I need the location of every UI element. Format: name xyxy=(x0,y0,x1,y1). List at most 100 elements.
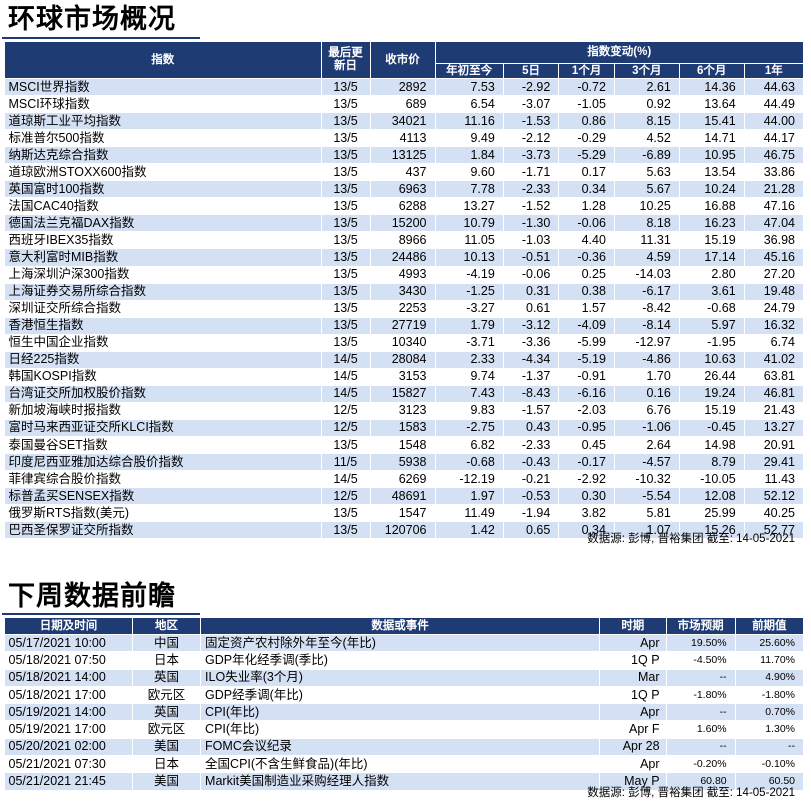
last-update-cell: 14/5 xyxy=(321,351,371,369)
header-ytd: 年初至今 xyxy=(434,63,504,79)
market-row: 意大利富时MIB指数 13/5 24486 10.13 -0.51 -0.36 4.59 17… xyxy=(4,248,805,267)
5d-change-cell: -8.43 xyxy=(503,385,560,403)
last-update-cell: 13/5 xyxy=(321,214,371,233)
last-update-cell: 13/5 xyxy=(321,231,371,250)
event-row: 05/17/2021 10:00 中国 固定资产农村除外年至今(年比) Apr 19.5… xyxy=(4,634,805,653)
event-row: 05/19/2021 17:00 欧元区 CPI(年比) Apr F 1.60% 1.30… xyxy=(4,720,805,739)
1y-change-cell: 46.75 xyxy=(744,146,805,165)
market-row: 恒生中国企业指数 13/5 10340 -3.71 -3.36 -5.99 -12.97 -1… xyxy=(4,334,805,352)
6m-change-cell: 8.79 xyxy=(679,453,745,472)
last-update-cell: 13/5 xyxy=(321,180,371,199)
index-name-cell: 德国法兰克福DAX指数 xyxy=(4,214,322,233)
close-value-cell: 48691 xyxy=(370,487,436,506)
6m-change-cell: 5.97 xyxy=(679,317,745,335)
region-cell: 美国 xyxy=(132,738,202,757)
index-name-cell: MSCI世界指数 xyxy=(4,78,322,97)
last-update-cell: 13/5 xyxy=(321,197,371,216)
previous-cell: -1.80% xyxy=(735,686,805,705)
1m-change-cell: -6.16 xyxy=(558,385,615,403)
header-datetime: 日期及时间 xyxy=(4,617,133,635)
5d-change-cell: -1.30 xyxy=(503,214,560,233)
header-1y: 1年 xyxy=(743,63,805,79)
market-row: 上海深圳沪深300指数 13/5 4993 -4.19 -0.06 0.25 -14.03 2… xyxy=(4,266,805,284)
1m-change-cell: 0.34 xyxy=(558,180,615,199)
5d-change-cell: -4.34 xyxy=(503,351,560,369)
global-markets-table: 指数 最后更新日 收市价 指数变动(%) 年初至今 5日 1个月 3个月 6个月… xyxy=(4,41,805,540)
last-update-cell: 13/5 xyxy=(321,504,371,523)
last-update-cell: 14/5 xyxy=(321,368,371,386)
index-name-cell: 道琼欧洲STOXX600指数 xyxy=(4,163,322,182)
1y-change-cell: 24.79 xyxy=(744,300,805,318)
1m-change-cell: -0.95 xyxy=(558,419,615,437)
6m-change-cell: 14.36 xyxy=(679,78,745,97)
3m-change-cell: 10.25 xyxy=(614,197,680,216)
index-name-cell: 韩国KOSPI指数 xyxy=(4,368,322,386)
ytd-change-cell: 7.78 xyxy=(435,180,504,199)
6m-change-cell: 12.08 xyxy=(679,487,745,506)
close-value-cell: 4993 xyxy=(370,266,436,284)
close-value-cell: 6963 xyxy=(370,180,436,199)
6m-change-cell: 3.61 xyxy=(679,283,745,301)
3m-change-cell: 2.61 xyxy=(614,78,680,97)
header-3m: 3个月 xyxy=(613,63,680,79)
header-change-group: 指数变动(%) xyxy=(434,41,804,64)
datetime-cell: 05/19/2021 14:00 xyxy=(4,703,133,722)
6m-change-cell: 14.71 xyxy=(679,129,745,148)
header-index: 指数 xyxy=(4,41,322,79)
header-event: 数据或事件 xyxy=(200,617,601,635)
index-name-cell: 恒生中国企业指数 xyxy=(4,334,322,352)
6m-change-cell: 16.23 xyxy=(679,214,745,233)
6m-change-cell: 19.24 xyxy=(679,385,745,403)
period-cell: 1Q P xyxy=(599,686,667,705)
forecast-cell: 19.50% xyxy=(666,634,736,653)
5d-change-cell: -0.06 xyxy=(503,266,560,284)
close-value-cell: 15827 xyxy=(370,385,436,403)
1m-change-cell: 0.25 xyxy=(558,266,615,284)
5d-change-cell: -1.53 xyxy=(503,112,560,131)
5d-change-cell: -0.21 xyxy=(503,470,560,489)
5d-change-cell: -3.36 xyxy=(503,334,560,352)
ytd-change-cell: 10.79 xyxy=(435,214,504,233)
market-row: 菲律宾综合股价指数 14/5 6269 -12.19 -0.21 -2.92 -10.32-… xyxy=(4,470,805,489)
5d-change-cell: -3.73 xyxy=(503,146,560,165)
3m-change-cell: 8.15 xyxy=(614,112,680,131)
markets-title-underline xyxy=(2,37,200,39)
6m-change-cell: 16.88 xyxy=(679,197,745,216)
ytd-change-cell: 6.82 xyxy=(435,436,504,455)
ytd-change-cell: 11.49 xyxy=(435,504,504,523)
close-value-cell: 2892 xyxy=(370,78,436,97)
region-cell: 中国 xyxy=(132,634,202,653)
3m-change-cell: -8.42 xyxy=(614,300,680,318)
5d-change-cell: 0.31 xyxy=(503,283,560,301)
market-row: 德国法兰克福DAX指数 13/5 15200 10.79 -1.30 -0.06 8.18 1… xyxy=(4,214,805,233)
6m-change-cell: 2.80 xyxy=(679,266,745,284)
1m-change-cell: 0.86 xyxy=(558,112,615,131)
index-name-cell: 深圳证交所综合指数 xyxy=(4,300,322,318)
last-update-cell: 13/5 xyxy=(321,283,371,301)
datetime-cell: 05/18/2021 07:50 xyxy=(4,651,133,670)
1m-change-cell: 1.57 xyxy=(558,300,615,318)
markets-section-title: 环球市场概况 xyxy=(8,4,176,34)
event-row: 05/18/2021 14:00 英国 ILO失业率(3个月) Mar -- 4.90% xyxy=(4,669,805,687)
1y-change-cell: 47.04 xyxy=(744,214,805,233)
market-row: 英国富时100指数 13/5 6963 7.78 -2.33 0.34 5.67 10.24 2… xyxy=(4,180,805,199)
close-value-cell: 28084 xyxy=(370,351,436,369)
market-row: 深圳证交所综合指数 13/5 2253 -3.27 0.61 1.57 -8.42 -0.68… xyxy=(4,300,805,318)
last-update-cell: 13/5 xyxy=(321,436,371,455)
header-forecast: 市场预期 xyxy=(665,617,736,635)
close-value-cell: 1583 xyxy=(370,419,436,437)
forecast-cell: -1.80% xyxy=(666,686,736,705)
market-row: 巴西圣保罗证交所指数 13/5 120706 1.42 0.65 0.34 1.07 15.2… xyxy=(4,521,805,540)
1m-change-cell: -4.09 xyxy=(558,317,615,335)
event-cell: CPI(年比) xyxy=(200,703,601,722)
5d-change-cell: -2.12 xyxy=(503,129,560,148)
1m-change-cell: -0.17 xyxy=(558,453,615,472)
5d-change-cell: -2.33 xyxy=(503,180,560,199)
5d-change-cell: 0.43 xyxy=(503,419,560,437)
ytd-change-cell: 2.33 xyxy=(435,351,504,369)
5d-change-cell: 0.65 xyxy=(503,521,560,540)
3m-change-cell: 5.67 xyxy=(614,180,680,199)
3m-change-cell: 1.07 xyxy=(614,521,680,540)
header-1m: 1个月 xyxy=(558,63,615,79)
index-name-cell: MSCI环球指数 xyxy=(4,95,322,114)
